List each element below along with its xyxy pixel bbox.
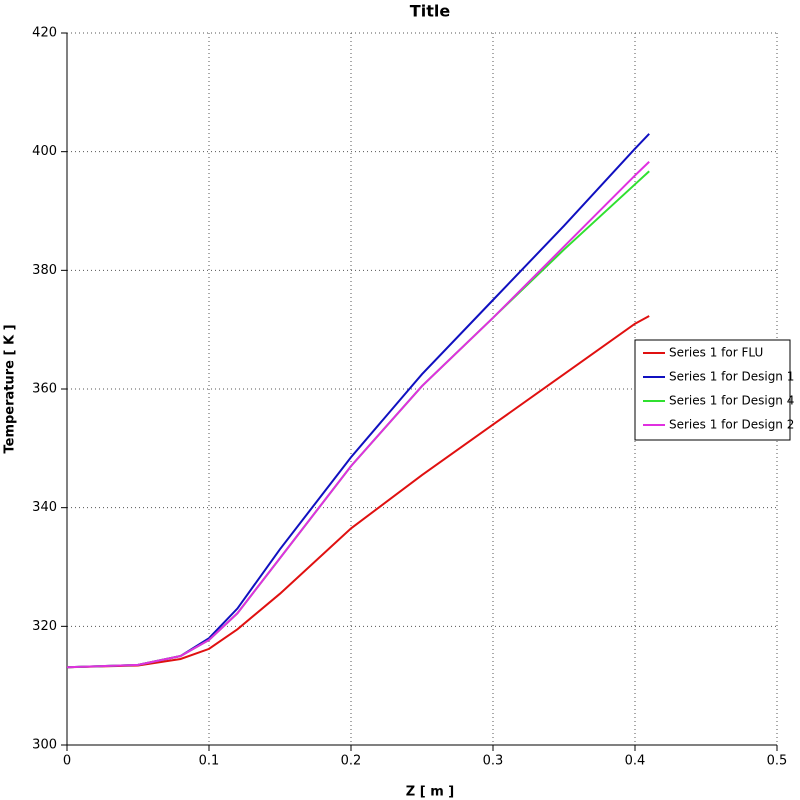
y-tick-label: 320 (32, 619, 57, 634)
x-tick-label: 0.1 (199, 754, 220, 769)
legend-label: Series 1 for FLU (669, 346, 763, 360)
chart-title: Title (410, 2, 451, 21)
x-tick-label: 0.5 (767, 754, 788, 769)
legend-box (634, 339, 791, 441)
x-tick-label: 0.2 (341, 754, 362, 769)
y-tick-label: 380 (32, 263, 57, 278)
x-axis-label: Z [ m ] (406, 785, 454, 800)
y-axis-label: Temperature [ K ] (3, 324, 18, 453)
y-tick-label: 340 (32, 500, 57, 515)
y-tick-label: 400 (32, 144, 57, 159)
legend: Series 1 for FLU Series 1 for Design 1 Ser… (634, 339, 794, 441)
series-line (66, 315, 650, 669)
legend-label: Series 1 for Design 4 (669, 394, 794, 408)
x-tick-label: 0.4 (625, 754, 646, 769)
series-line (66, 170, 650, 669)
legend-label: Series 1 for Design 2 (669, 418, 794, 432)
x-tick-label: 0.3 (483, 754, 504, 769)
y-tick-label: 360 (32, 382, 57, 397)
y-tick-label: 300 (32, 738, 57, 753)
x-tick-label: 0 (63, 754, 71, 769)
y-tick-label: 420 (32, 26, 57, 41)
series-line (66, 161, 650, 669)
series-line (66, 133, 650, 669)
legend-label: Series 1 for Design 1 (669, 370, 794, 384)
